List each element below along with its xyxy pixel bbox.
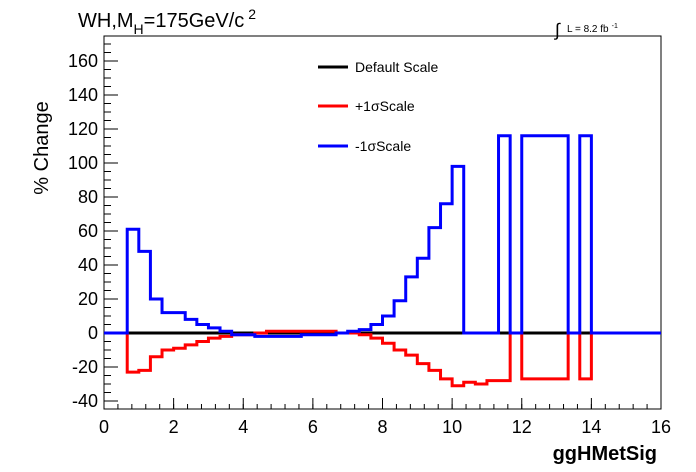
axis-ticks (103, 43, 662, 409)
lumi-superscript: -1 (612, 23, 618, 30)
legend: Default Scale +1σScale -1σScale (318, 59, 438, 154)
lumi-text: L = 8.2 fb (567, 24, 609, 35)
y-tick-label: 160 (68, 51, 98, 71)
title-main: WH,M (78, 10, 134, 32)
y-tick-label: 40 (78, 255, 98, 275)
y-tick-label: -20 (72, 357, 98, 377)
y-tick-label: 120 (68, 119, 98, 139)
x-tick-label: 12 (512, 417, 532, 437)
plot-frame (103, 35, 662, 410)
x-tick-label: 8 (377, 417, 387, 437)
lumi-integral-sign: ∫ (553, 20, 561, 40)
x-tick-label: 2 (169, 417, 179, 437)
legend-label-plus1sigma: +1σScale (355, 98, 415, 114)
y-tick-label: 100 (68, 153, 98, 173)
x-axis-label: ggHMetSig (553, 443, 657, 465)
x-tick-label: 4 (238, 417, 248, 437)
series-line-minus1sigma-scale (104, 134, 661, 338)
y-tick-label: 0 (88, 323, 98, 343)
y-tick-label: 80 (78, 187, 98, 207)
tick-labels: 0 2 4 6 8 10 12 14 16 -40 -20 0 20 40 60 80 100 120 140 160 (68, 51, 671, 437)
y-tick-label: -40 (72, 391, 98, 411)
x-tick-label: 16 (651, 417, 671, 437)
chart-title: WH,MH=175GeV/c 2 (78, 6, 256, 37)
x-tick-label: 14 (581, 417, 601, 437)
lumi-label: L = 8.2 fb -1 (567, 23, 618, 35)
title-subscript: H (134, 21, 144, 37)
title-rest: =175GeV/c (144, 10, 245, 32)
legend-label-minus1sigma: -1σScale (355, 138, 411, 154)
y-axis-label: % Change (31, 101, 53, 194)
x-tick-label: 10 (442, 417, 462, 437)
series-line-plus1sigma-scale (104, 329, 661, 388)
series-layer (104, 134, 661, 388)
legend-label-default: Default Scale (355, 59, 438, 75)
y-tick-label: 60 (78, 221, 98, 241)
x-tick-label: 6 (308, 417, 318, 437)
x-tick-label: 0 (99, 417, 109, 437)
y-tick-label: 140 (68, 85, 98, 105)
title-superscript: 2 (248, 6, 256, 22)
y-tick-label: 20 (78, 289, 98, 309)
